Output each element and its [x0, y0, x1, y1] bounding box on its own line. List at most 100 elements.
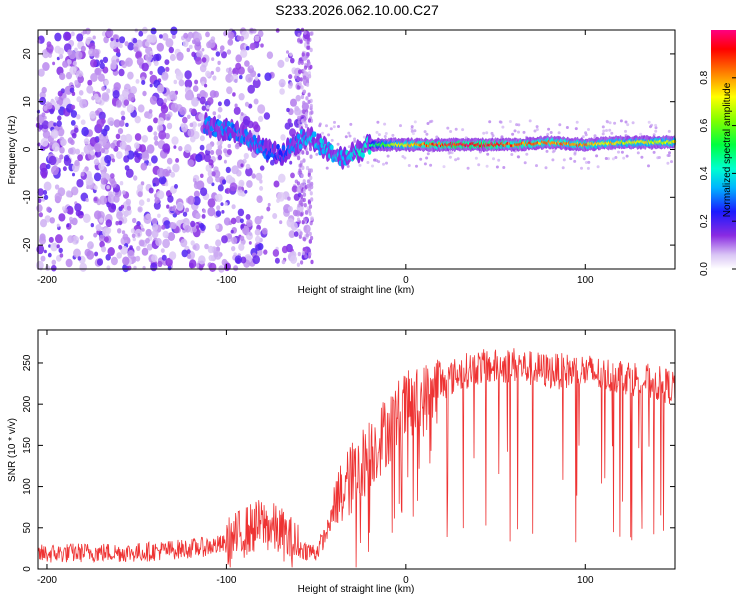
noise-point [491, 134, 495, 138]
noise-point [71, 217, 78, 226]
noise-point [300, 94, 305, 100]
noise-point [565, 126, 569, 129]
noise-point [90, 73, 98, 82]
noise-point [241, 225, 250, 235]
noise-point [43, 105, 48, 111]
noise-point [584, 161, 588, 164]
noise-point [48, 155, 57, 166]
noise-point [329, 127, 333, 131]
noise-point [558, 123, 562, 127]
noise-point [297, 155, 301, 161]
noise-point [207, 207, 216, 217]
noise-point [191, 108, 197, 115]
y-tick-label: 10 [22, 96, 33, 108]
noise-point [232, 92, 236, 97]
noise-point [449, 130, 453, 133]
noise-point [608, 128, 612, 132]
noise-point [156, 97, 164, 107]
noise-point [227, 38, 234, 46]
noise-point [624, 120, 628, 124]
noise-point [98, 162, 105, 171]
noise-point [116, 211, 123, 220]
noise-point [149, 83, 153, 88]
noise-point [347, 145, 351, 149]
noise-point [40, 137, 49, 147]
noise-point [76, 33, 84, 42]
noise-point [83, 138, 90, 145]
noise-point [151, 254, 158, 263]
noise-point [187, 128, 195, 138]
noise-point [346, 164, 350, 168]
y-tick-label: 250 [22, 354, 33, 371]
noise-point [197, 123, 201, 127]
noise-point [54, 192, 62, 202]
noise-point [371, 164, 374, 168]
noise-point [525, 152, 529, 156]
noise-point [580, 166, 583, 170]
noise-point [280, 134, 286, 141]
noise-point [575, 120, 579, 124]
noise-point [94, 142, 102, 153]
noise-point [134, 142, 140, 149]
noise-point [654, 123, 658, 127]
noise-point [49, 217, 55, 224]
noise-point [205, 31, 210, 38]
noise-point [377, 160, 381, 164]
noise-point [215, 176, 221, 183]
noise-point [309, 175, 313, 181]
noise-point [307, 118, 312, 123]
noise-point [151, 229, 159, 239]
noise-point [246, 219, 253, 228]
noise-point [136, 245, 141, 251]
noise-point [222, 179, 227, 185]
x-tick-label: -100 [216, 575, 236, 586]
noise-point [149, 70, 153, 75]
noise-point [252, 28, 257, 34]
y-tick-label: 100 [22, 478, 33, 495]
noise-point [425, 132, 429, 136]
noise-point [302, 188, 306, 193]
noise-point [67, 235, 74, 244]
noise-point [189, 259, 197, 269]
noise-point [145, 228, 152, 237]
noise-point [587, 128, 590, 131]
noise-point [200, 187, 208, 196]
noise-point [75, 209, 82, 217]
noise-point [413, 129, 417, 133]
noise-point [306, 82, 310, 88]
noise-point [253, 98, 259, 105]
noise-point [239, 218, 244, 224]
noise-point [300, 85, 304, 90]
noise-point [264, 72, 272, 81]
noise-point [593, 134, 597, 138]
noise-point [94, 251, 99, 257]
noise-point [96, 118, 105, 128]
noise-point [286, 218, 295, 228]
noise-point [426, 152, 430, 156]
noise-point [325, 124, 328, 128]
noise-point [41, 86, 47, 94]
noise-point [137, 233, 141, 237]
noise-point [373, 158, 376, 162]
noise-point [99, 62, 105, 69]
noise-point [152, 182, 156, 187]
noise-point [485, 164, 489, 168]
noise-point [215, 210, 222, 217]
ridge-point [319, 137, 324, 144]
noise-point [190, 220, 196, 228]
noise-point [448, 150, 452, 154]
noise-point [384, 132, 388, 135]
noise-point [161, 71, 169, 80]
noise-point [310, 197, 314, 202]
noise-point [69, 219, 74, 224]
noise-point [608, 121, 612, 125]
noise-point [442, 165, 446, 169]
noise-point [125, 198, 131, 206]
noise-point [103, 236, 109, 243]
spectrogram-x-label: Height of straight line (km) [298, 285, 415, 296]
noise-point [50, 129, 59, 139]
noise-point [118, 68, 125, 77]
noise-point [39, 236, 46, 245]
noise-point [515, 123, 519, 127]
noise-point [156, 42, 164, 52]
